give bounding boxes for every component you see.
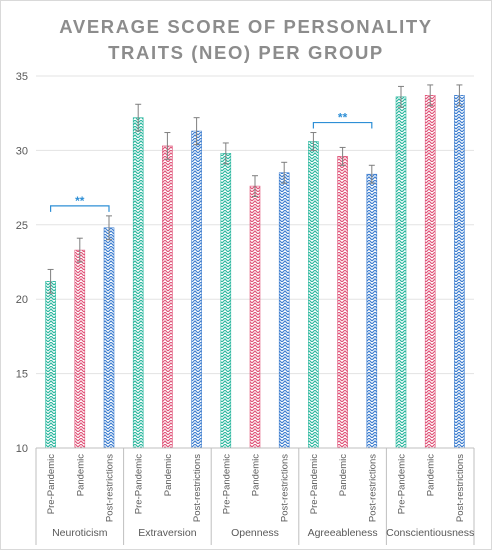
- chart-title-line-2: TRAITS (NEO) PER GROUP: [108, 42, 384, 63]
- bar-conscientiousness-pre-pandemic: [395, 96, 407, 449]
- x-tick-label: Pandemic: [163, 454, 174, 496]
- y-tick-label: 20: [16, 294, 28, 306]
- y-tick-label: 35: [16, 71, 28, 83]
- group-label: Openness: [231, 527, 279, 539]
- bar-extraversion-post-restrictions: [191, 130, 202, 449]
- y-tick-label: 10: [16, 443, 28, 455]
- x-tick-label: Pandemic: [75, 454, 86, 496]
- x-tick-label: Pandemic: [338, 454, 349, 496]
- x-tick-label: Pre-Pandemic: [309, 454, 320, 514]
- bar-openness-pandemic: [249, 185, 261, 449]
- significance-label: **: [75, 194, 85, 208]
- x-tick-label: Post-restrictions: [367, 454, 378, 522]
- significance-bracket: [312, 121, 373, 129]
- x-tick-label: Pre-Pandemic: [221, 454, 232, 514]
- chart-title-line-1: AVERAGE SCORE OF PERSONALITY: [59, 16, 433, 37]
- significance-label: **: [338, 111, 348, 125]
- x-tick-label: Post-restrictions: [105, 454, 116, 522]
- bar-openness-post-restrictions: [278, 172, 290, 449]
- bar-neuroticism-pandemic: [74, 249, 86, 449]
- y-tick-label: 15: [16, 369, 28, 381]
- group-label: Agreeableness: [308, 527, 378, 539]
- x-tick-label: Post-restrictions: [455, 454, 466, 522]
- group-label: Extraversion: [138, 527, 197, 539]
- x-tick-label: Pandemic: [426, 454, 437, 496]
- chart-title: AVERAGE SCORE OF PERSONALITY TRAITS (NEO…: [0, 14, 492, 66]
- x-tick-label: Pre-Pandemic: [134, 454, 145, 514]
- x-tick-label: Pandemic: [251, 454, 262, 496]
- bar-conscientiousness-pandemic: [424, 95, 436, 449]
- bar-agreeableness-pre-pandemic: [308, 141, 319, 449]
- bar-openness-pre-pandemic: [220, 153, 232, 449]
- x-tick-label: Pre-Pandemic: [46, 454, 57, 514]
- bar-agreeableness-post-restrictions: [366, 173, 378, 449]
- x-tick-label: Pre-Pandemic: [397, 454, 408, 514]
- y-tick-label: 30: [16, 145, 28, 157]
- group-label: Neuroticism: [52, 527, 108, 539]
- bar-agreeableness-pandemic: [337, 156, 348, 449]
- x-tick-label: Post-restrictions: [192, 454, 203, 522]
- significance-bracket: [50, 205, 110, 212]
- bar-conscientiousness-post-restrictions: [454, 95, 465, 449]
- bar-neuroticism-post-restrictions: [103, 227, 115, 449]
- bar-neuroticism-pre-pandemic: [45, 281, 56, 449]
- y-tick-label: 25: [16, 220, 28, 232]
- bar-extraversion-pre-pandemic: [132, 117, 144, 449]
- bar-extraversion-pandemic: [162, 145, 173, 449]
- group-label: Conscientiousness: [386, 527, 474, 539]
- x-tick-label: Post-restrictions: [280, 454, 291, 522]
